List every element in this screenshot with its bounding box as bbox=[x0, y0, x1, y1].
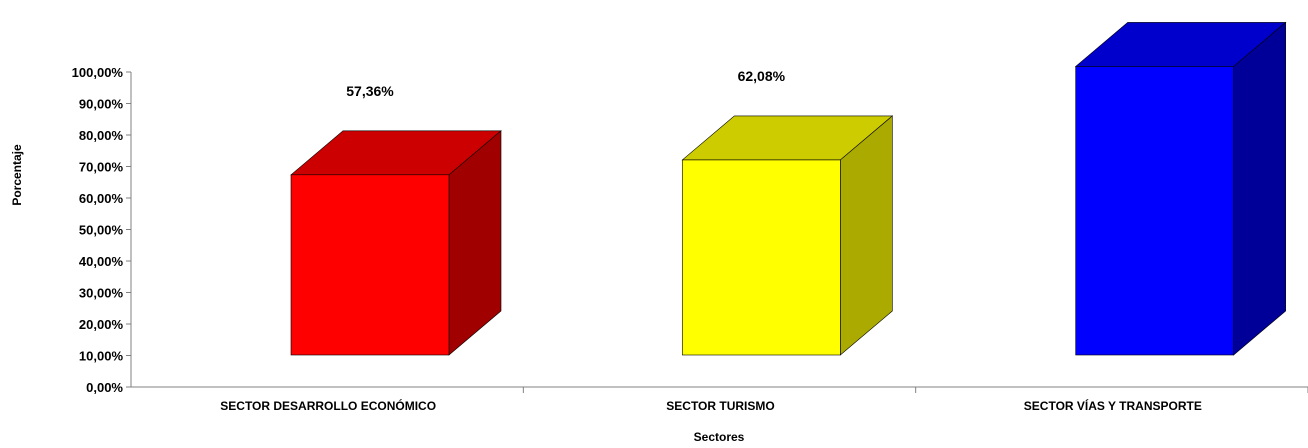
bar-front-face bbox=[290, 174, 450, 356]
y-tick-label: 60,00% bbox=[79, 191, 124, 206]
x-category-label: SECTOR VÍAS Y TRANSPORTE bbox=[1024, 398, 1202, 413]
bars: 57,36% 62,08% 91,77% bbox=[290, 21, 1287, 356]
bar: 91,77% bbox=[1074, 21, 1287, 356]
y-tick-label: 20,00% bbox=[79, 317, 124, 332]
y-tick-label: 80,00% bbox=[79, 128, 124, 143]
bar: 62,08% bbox=[681, 68, 894, 356]
y-tick-label: 10,00% bbox=[79, 349, 124, 364]
bar-front-face bbox=[682, 159, 841, 356]
y-tick-label: 40,00% bbox=[79, 254, 124, 269]
x-category-label: SECTOR TURISMO bbox=[666, 399, 774, 413]
data-label: 57,36% bbox=[346, 83, 394, 99]
x-axis-title: Sectores bbox=[694, 430, 745, 444]
y-axis-ticks: 0,00% 10,00% 20,00% 30,00% 40,00% 50,00% 60,00… bbox=[72, 65, 131, 395]
x-axis-category-labels: SECTOR DESARROLLO ECONÓMICO SECTOR TURISM… bbox=[220, 398, 1202, 413]
y-tick-label: 90,00% bbox=[79, 97, 124, 112]
x-category-label: SECTOR DESARROLLO ECONÓMICO bbox=[220, 398, 436, 413]
bar: 57,36% bbox=[290, 83, 502, 356]
bar-front-face bbox=[1075, 66, 1234, 356]
y-tick-label: 100,00% bbox=[72, 65, 124, 80]
y-tick-label: 70,00% bbox=[79, 160, 124, 175]
bar-side-face bbox=[1233, 21, 1286, 356]
y-tick-label: 0,00% bbox=[86, 380, 123, 395]
plot-area: 0,00% 10,00% 20,00% 30,00% 40,00% 50,00% 60,00… bbox=[72, 21, 1308, 413]
y-axis-title: Porcentaje bbox=[10, 144, 24, 206]
y-tick-label: 50,00% bbox=[79, 223, 124, 238]
data-label: 62,08% bbox=[738, 68, 786, 84]
x-axis-ticks bbox=[522, 387, 1308, 393]
y-tick-label: 30,00% bbox=[79, 286, 124, 301]
